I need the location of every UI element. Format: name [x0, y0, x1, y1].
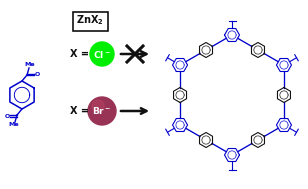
Text: X =: X =: [71, 49, 90, 59]
Text: X =: X =: [71, 106, 90, 116]
Text: Me: Me: [9, 122, 19, 128]
Circle shape: [88, 97, 116, 125]
Text: O: O: [4, 114, 10, 119]
Circle shape: [90, 42, 114, 66]
Text: Me: Me: [25, 63, 35, 67]
Text: O: O: [34, 71, 40, 77]
FancyBboxPatch shape: [72, 12, 107, 30]
Circle shape: [92, 100, 104, 112]
Text: $\mathregular{Br^-}$: $\mathregular{Br^-}$: [92, 105, 111, 116]
Text: $\mathregular{Cl^-}$: $\mathregular{Cl^-}$: [93, 49, 111, 60]
Text: $\mathregular{ZnX_2}$: $\mathregular{ZnX_2}$: [76, 13, 104, 27]
